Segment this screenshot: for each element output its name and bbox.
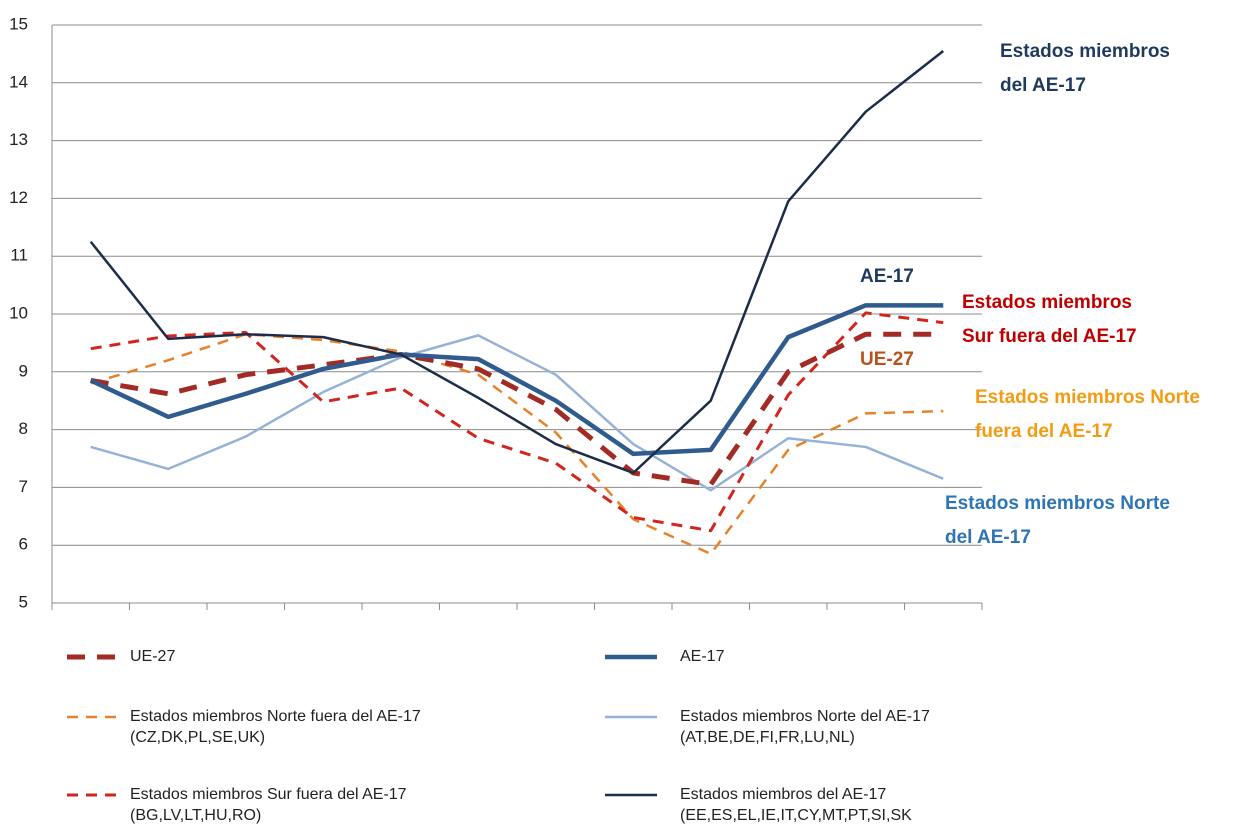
legend-label: Estados miembros del AE-17 [680,786,886,803]
series-line [89,50,945,475]
y-tick-label: 6 [19,535,28,554]
legend-note: (BG,LV,LT,HU,RO) [130,807,261,824]
legend-label: UE-27 [130,648,175,665]
legend-label: Estados miembros Norte fuera del AE-17 [130,708,421,725]
annotation: UE-27 [860,349,914,370]
y-tick-label: 7 [19,477,28,496]
y-tick-label: 11 [10,246,28,265]
legend-note: (AT,BE,DE,FI,FR,LU,NL) [680,729,855,746]
y-tick-label: 5 [19,592,28,611]
y-tick-label: 12 [9,188,28,207]
annotation: del AE-17 [1000,75,1086,96]
series-line [90,311,944,533]
y-tick-label: 8 [19,419,28,438]
y-tick-label: 15 [9,14,28,33]
annotation: Estados miembros [1000,41,1170,62]
series-line [90,334,944,492]
annotation: Sur fuera del AE-17 [962,326,1137,347]
series-line [89,303,944,457]
legend-label: Estados miembros Sur fuera del AE-17 [130,786,407,803]
y-tick-label: 14 [9,72,28,91]
annotation: fuera del AE-17 [975,421,1113,442]
annotation: del AE-17 [945,527,1031,548]
annotation: Estados miembros [962,292,1132,313]
annotation: AE-17 [860,266,914,287]
y-tick-label: 9 [19,361,28,380]
legend-label: Estados miembros Norte del AE-17 [680,708,930,725]
series-line [90,331,944,488]
legend-note: (EE,ES,EL,IE,IT,CY,MT,PT,SI,SK [680,807,912,824]
annotation: Estados miembros Norte [975,387,1200,408]
series-line [90,332,944,556]
y-tick-label: 10 [9,303,28,322]
legend-label: AE-17 [680,648,725,665]
legend-note: (CZ,DK,PL,SE,UK) [130,729,265,746]
annotation: Estados miembros Norte [945,493,1170,514]
y-tick-label: 13 [9,130,28,149]
